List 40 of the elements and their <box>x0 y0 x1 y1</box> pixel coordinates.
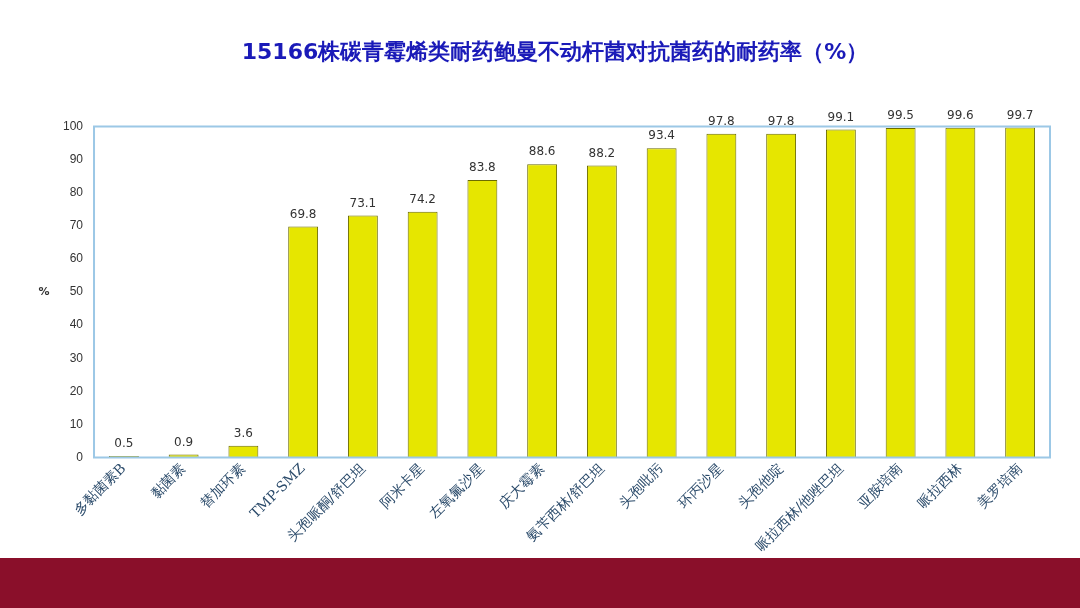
data-label: 88.6 <box>528 144 556 159</box>
data-label: 93.4 <box>648 128 675 143</box>
data-label: 83.8 <box>469 160 496 175</box>
x-tick-label: 头孢他啶 <box>734 459 786 511</box>
y-tick-label: 100 <box>62 118 84 133</box>
data-label: 69.8 <box>289 206 317 221</box>
x-tick-label: 头孢吡肟 <box>615 459 667 511</box>
y-tick-label: 60 <box>69 251 84 266</box>
x-tick-label: 黏菌素 <box>147 459 189 501</box>
x-tick-label: 亚胺培南 <box>854 459 906 511</box>
chart-title: 15166株碳青霉烯类耐药鲍曼不动杆菌对抗菌药的耐药率（%） <box>241 38 869 64</box>
data-label: 74.2 <box>409 191 436 206</box>
x-tick-label: 阿米卡星 <box>376 459 428 511</box>
y-tick-label: 20 <box>69 383 84 398</box>
data-label: 3.6 <box>233 425 253 440</box>
y-tick-label: 70 <box>69 218 84 233</box>
x-tick-label: 哌拉西林 <box>914 459 966 511</box>
x-tick-label: 美罗培南 <box>973 459 1025 511</box>
data-label: 99.7 <box>1006 107 1034 122</box>
data-label: 73.1 <box>349 195 377 210</box>
x-tick-label: 环丙沙星 <box>675 459 727 511</box>
x-tick-label: 庆大霉素 <box>495 459 547 511</box>
data-label: 97.8 <box>708 113 735 128</box>
y-tick-label: 40 <box>69 317 84 332</box>
y-axis-title: % <box>38 284 50 298</box>
y-tick-label: 90 <box>69 151 84 166</box>
data-label: 97.8 <box>767 113 795 128</box>
data-label: 0.5 <box>114 436 134 451</box>
y-tick-label: 10 <box>69 416 84 431</box>
y-tick-label: 80 <box>69 184 84 199</box>
y-tick-label: 0 <box>76 449 84 464</box>
data-label: 99.5 <box>887 108 914 123</box>
data-label: 99.1 <box>827 109 855 124</box>
data-label: 0.9 <box>174 434 194 449</box>
x-tick-label: 左氧氟沙星 <box>426 459 488 521</box>
x-tick-label: 替加环素 <box>197 459 249 511</box>
y-tick-label: 50 <box>69 284 84 299</box>
data-label: 88.2 <box>588 145 616 160</box>
y-tick-label: 30 <box>69 350 84 365</box>
data-label: 99.6 <box>947 107 974 122</box>
